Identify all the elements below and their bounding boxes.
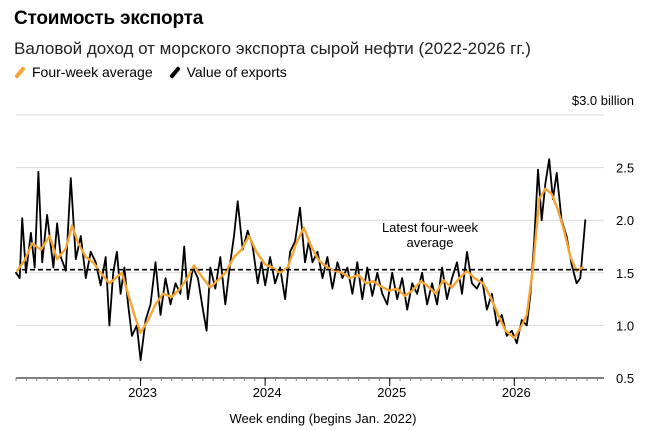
chart-subtitle: Валовой доход от морского экспорта сырой… [14, 39, 531, 58]
y-tick-label: 1.0 [616, 318, 634, 333]
legend-label-avg: Four-week average [32, 64, 153, 80]
x-tick-label: 2023 [128, 385, 157, 400]
x-tick-label: 2025 [377, 385, 406, 400]
series-line-value-of-exports [15, 158, 587, 361]
legend-item-value: Value of exports [168, 64, 287, 80]
series-line-four-week-average [16, 187, 584, 340]
reference-annotation: average [407, 235, 454, 250]
chart-title: Стоимость экспорта [14, 8, 204, 29]
legend-item-avg: Four-week average [14, 64, 153, 80]
x-tick-label: 2026 [502, 385, 531, 400]
y-tick-label: 2.0 [616, 213, 634, 228]
y-tick-label: 2.5 [616, 161, 634, 176]
x-tick-label: 2024 [253, 385, 282, 400]
legend-label-value: Value of exports [186, 64, 287, 80]
x-axis-label: Week ending (begins Jan. 2022) [230, 411, 417, 426]
y-tick-label: 0.5 [616, 371, 634, 386]
y-tick-label: 1.5 [616, 266, 634, 281]
y-unit-label: $3.0 billion [572, 93, 634, 108]
reference-annotation: Latest four-week [382, 220, 479, 235]
chart-legend: Four-week average Value of exports [14, 64, 303, 80]
